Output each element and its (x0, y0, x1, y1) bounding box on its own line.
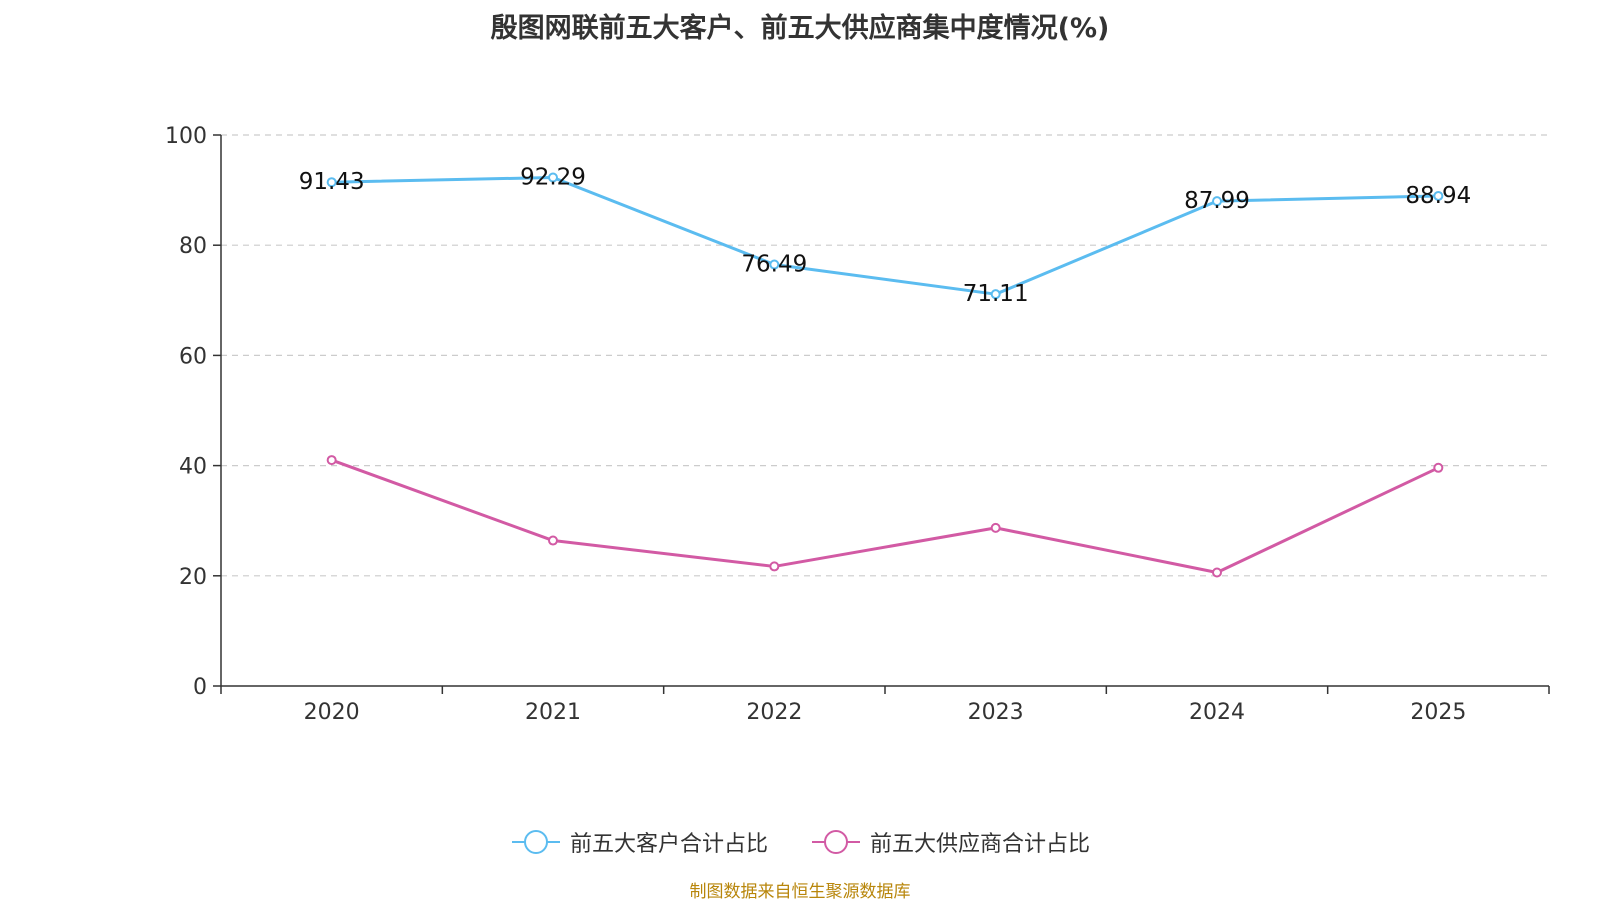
grid-lines (221, 134, 1549, 577)
y-tick-label-20: 20 (179, 565, 207, 590)
legend-suppliers-icon (812, 830, 860, 854)
chart-title: 殷图网联前五大客户、前五大供应商集中度情况(%) (490, 13, 1110, 44)
data-label-0-2025: 88.94 (1405, 183, 1471, 209)
data-point-0-2021 (548, 172, 558, 183)
y-tick-label-60: 60 (179, 344, 207, 369)
data-point-0-2025 (1433, 190, 1444, 201)
data-point-1-2021 (548, 535, 558, 546)
data-point-1-2024 (1212, 567, 1222, 578)
legend-customers-icon (512, 830, 560, 854)
data-point-0-2020 (326, 177, 337, 188)
data-label-0-2021: 92.29 (520, 164, 586, 190)
data-point-1-2022 (769, 561, 780, 572)
x-tick-label-2025: 2025 (1410, 700, 1466, 725)
y-tick-label-40: 40 (179, 455, 207, 480)
data-point-1-2025 (1433, 462, 1444, 473)
data-point-1-2020 (326, 455, 337, 466)
series-line-1 (331, 458, 1439, 574)
data-point-0-2022 (769, 259, 780, 270)
y-tick-label-0: 0 (193, 675, 207, 700)
data-point-0-2023 (990, 289, 1001, 300)
y-tick-label-80: 80 (179, 234, 207, 259)
data-label-0-2023: 71.11 (963, 281, 1029, 307)
x-tick-label-2023: 2023 (968, 700, 1024, 725)
legend-customers-label: 前五大客户合计占比 (570, 832, 769, 857)
legend-item-suppliers[interactable]: 前五大供应商合计占比 (810, 826, 1090, 858)
x-tick-label-2020: 2020 (304, 700, 360, 725)
legend-item-customers[interactable]: 前五大客户合计占比 (510, 826, 768, 858)
data-label-0-2024: 87.99 (1184, 188, 1250, 214)
x-tick-label-2024: 2024 (1189, 700, 1245, 725)
source-note: 制图数据来自恒生聚源数据库 (689, 882, 911, 902)
data-labels: 91.43 92.29 76.49 71.11 87.99 88.94 (299, 164, 1472, 307)
series-line-0 (331, 175, 1439, 296)
legend-suppliers-label: 前五大供应商合计占比 (870, 832, 1091, 857)
x-tick-label-2022: 2022 (746, 700, 802, 725)
data-label-0-2022: 76.49 (741, 252, 807, 278)
data-point-1-2023 (990, 522, 1001, 533)
x-tick-label-2021: 2021 (525, 700, 581, 725)
axes: 0 20 40 60 80 100 2020 2021 2022 2023 2024 2025 (165, 124, 1550, 725)
data-point-0-2024 (1212, 196, 1222, 207)
data-label-0-2020: 91.43 (299, 169, 365, 195)
y-tick-label-100: 100 (165, 124, 207, 149)
series-lines (326, 172, 1444, 578)
